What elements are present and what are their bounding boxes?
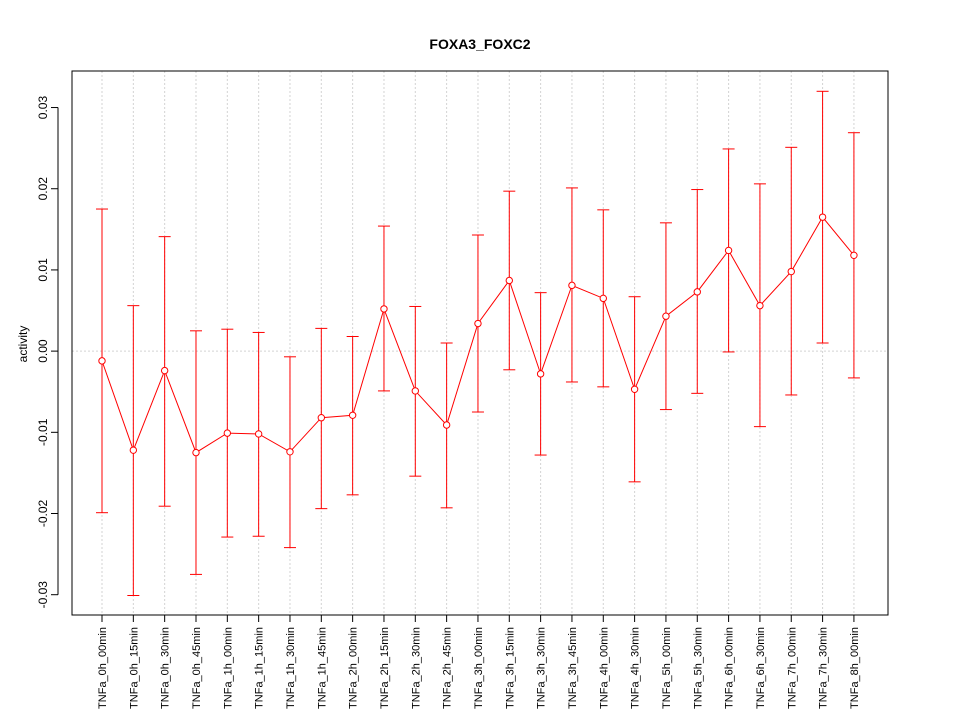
data-point <box>818 213 827 221</box>
data-point <box>286 448 294 456</box>
plot-frame <box>71 70 889 616</box>
x-tick-label: TNFa_0h_00min <box>97 627 109 709</box>
data-point <box>630 385 639 393</box>
chart-title: FOXA3_FOXC2 <box>429 36 530 52</box>
y-axis: -0.03 -0.02 -0.01 0.00 0.01 0.02 0.03 <box>36 96 59 609</box>
data-point <box>254 430 263 438</box>
data-point <box>317 413 326 422</box>
data-point <box>850 251 858 260</box>
data-point <box>223 429 232 437</box>
y-tick-label: 0.01 <box>36 258 50 282</box>
data-point <box>411 387 419 395</box>
x-tick-label: TNFa_1h_45min <box>316 627 328 709</box>
y-axis-label: activity <box>16 326 30 363</box>
data-point <box>599 294 607 303</box>
x-tick-label: TNFa_4h_00min <box>598 627 610 709</box>
x-tick-label: TNFa_2h_30min <box>410 627 422 709</box>
y-tick-label: 0.00 <box>36 339 50 363</box>
x-tick-label: TNFa_5h_30min <box>692 627 704 709</box>
x-tick-label: TNFa_2h_45min <box>442 627 454 709</box>
x-tick-label: TNFa_1h_30min <box>285 627 297 709</box>
data-point <box>693 288 701 296</box>
data-point-layer <box>98 213 858 457</box>
y-tick-label: -0.02 <box>36 500 50 528</box>
data-point <box>536 370 545 378</box>
data-point <box>724 246 733 255</box>
data-point <box>756 301 764 310</box>
x-tick-label: TNFa_3h_15min <box>504 627 516 709</box>
x-tick-label: TNFa_1h_15min <box>254 627 266 709</box>
x-tick-label: TNFa_0h_45min <box>191 627 203 709</box>
x-tick-label: TNFa_5h_00min <box>661 627 673 709</box>
data-point <box>160 366 169 375</box>
y-tick-label: -0.03 <box>36 581 50 609</box>
x-tick-label: TNFa_3h_00min <box>473 627 485 709</box>
y-tick-label: -0.01 <box>36 418 50 446</box>
y-tick-label: 0.02 <box>36 177 50 201</box>
x-tick-label: TNFa_3h_30min <box>536 627 548 709</box>
x-tick-label: TNFa_6h_00min <box>724 627 736 709</box>
x-tick-label: TNFa_7h_30min <box>818 627 830 709</box>
data-point <box>129 446 138 454</box>
data-point <box>568 281 576 290</box>
data-point <box>474 319 482 328</box>
grid-layer <box>72 71 888 615</box>
x-tick-label: TNFa_0h_15min <box>128 627 140 709</box>
data-point <box>98 357 106 365</box>
data-point <box>442 421 451 429</box>
y-tick-label: 0.03 <box>36 96 50 120</box>
x-tick-label: TNFa_1h_00min <box>222 627 234 709</box>
x-tick-label: TNFa_0h_30min <box>160 627 172 709</box>
data-point <box>662 312 670 320</box>
x-tick-label: TNFa_2h_00min <box>348 627 360 709</box>
x-tick-label: TNFa_3h_45min <box>567 627 579 709</box>
x-tick-label: TNFa_8h_00min <box>849 627 861 709</box>
x-axis: TNFa_0h_00min TNFa_0h_15min TNFa_0h_30min T… <box>97 614 861 709</box>
x-tick-label: TNFa_7h_00min <box>786 627 798 709</box>
data-point <box>192 448 200 457</box>
data-point <box>348 411 357 419</box>
x-tick-label: TNFa_2h_15min <box>379 627 391 709</box>
data-point <box>380 305 388 313</box>
data-point <box>505 276 513 285</box>
x-tick-label: TNFa_4h_30min <box>630 627 642 709</box>
x-tick-label: TNFa_6h_30min <box>755 627 767 709</box>
data-point <box>787 267 795 276</box>
